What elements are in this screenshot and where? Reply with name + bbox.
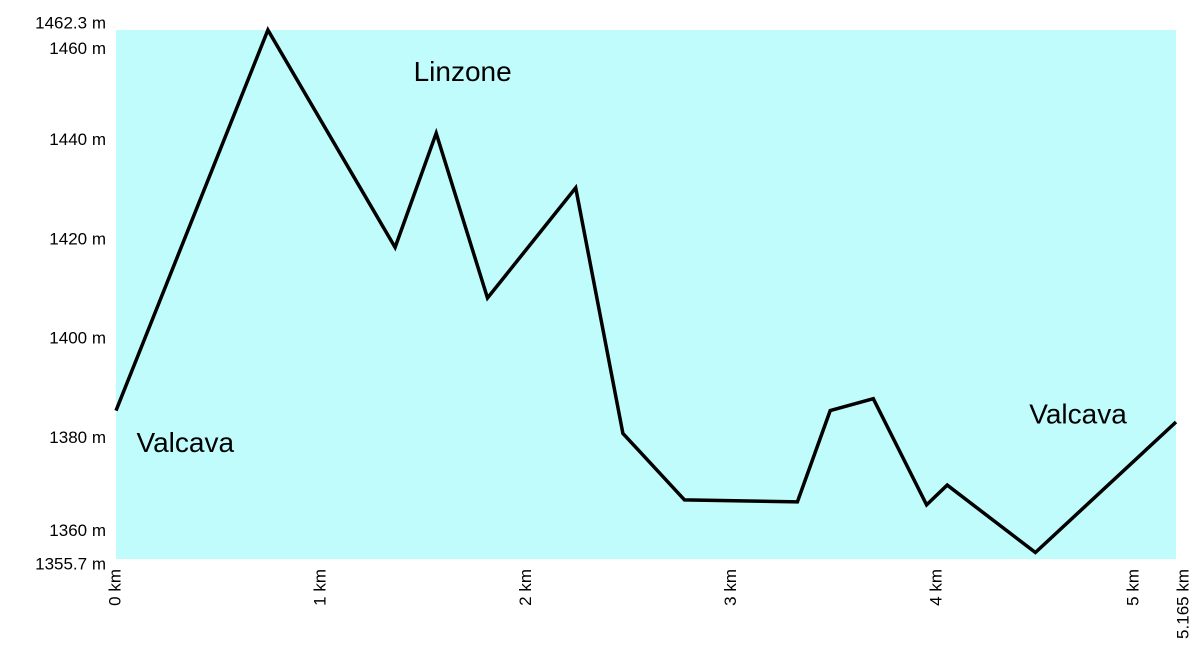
y-tick-label: 1460 m	[49, 39, 106, 58]
series-group	[114, 26, 1178, 555]
x-tick-label: 1 km	[311, 569, 330, 606]
elevation-series-line	[114, 26, 1178, 555]
y-tick-label: 1355.7 m	[35, 554, 106, 573]
annotations-group: Valcava Linzone Valcava	[137, 56, 1128, 458]
y-tick-label: 1380 m	[49, 428, 106, 447]
x-tick-label: 5 km	[1124, 569, 1143, 606]
x-tick-label: 2 km	[516, 569, 535, 606]
x-axis-tick-labels: 0 km 1 km 2 km 3 km 4 km 5 km 5.165 km	[105, 569, 1192, 639]
place-annotation: Valcava	[1029, 398, 1127, 429]
y-tick-label: 1400 m	[49, 329, 106, 348]
y-tick-label: 1360 m	[49, 521, 106, 540]
place-annotation: Valcava	[137, 427, 235, 458]
plot-area-background	[116, 30, 1176, 559]
x-tick-label: 5.165 km	[1173, 569, 1192, 639]
y-axis-tick-labels: 1355.7 m 1360 m 1380 m 1400 m 1420 m 1440 m 14…	[35, 13, 106, 573]
x-tick-label: 4 km	[926, 569, 945, 606]
x-tick-label: 0 km	[105, 569, 124, 606]
place-annotation: Linzone	[414, 56, 512, 87]
x-tick-label: 3 km	[721, 569, 740, 606]
y-tick-label: 1462.3 m	[35, 13, 106, 32]
y-tick-label: 1420 m	[49, 229, 106, 248]
y-tick-label: 1440 m	[49, 130, 106, 149]
